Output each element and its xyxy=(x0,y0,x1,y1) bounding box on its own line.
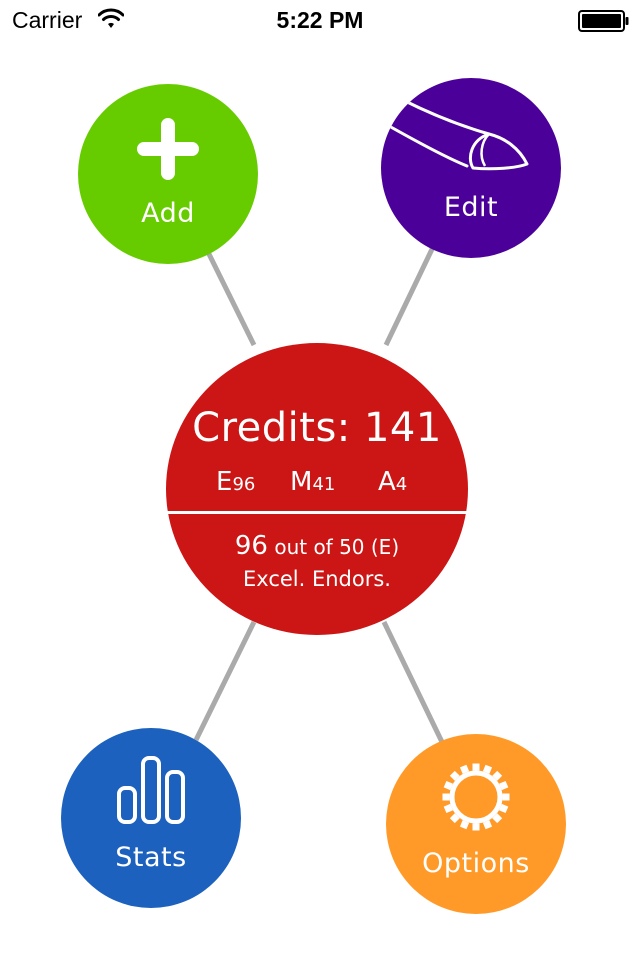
connector-add xyxy=(204,248,257,347)
credits-summary[interactable]: Credits: 141 E96 M41 A4 96 out of 50 (E)… xyxy=(166,343,468,635)
stats-button[interactable]: Stats xyxy=(61,728,241,908)
edit-label: Edit xyxy=(443,192,499,223)
status-bar: Carrier 5:22 PM xyxy=(0,0,640,40)
credits-total: Credits: 141 xyxy=(192,405,442,451)
options-button[interactable]: Options xyxy=(386,734,566,914)
bar-chart-icon xyxy=(61,754,241,830)
finger-pointer-icon xyxy=(387,98,529,171)
merit-count: M41 xyxy=(290,467,336,497)
gear-icon xyxy=(386,760,566,838)
endorsement-type: Excel. Endors. xyxy=(243,567,391,591)
battery-icon xyxy=(578,10,630,37)
add-label: Add xyxy=(141,198,195,229)
connector-stats xyxy=(193,620,257,742)
plus-icon xyxy=(78,116,258,186)
excellence-count: E96 xyxy=(216,467,256,497)
edit-button[interactable]: Edit xyxy=(381,78,561,258)
carrier-label: Carrier xyxy=(12,7,83,33)
wifi-icon xyxy=(97,8,125,35)
connector-options xyxy=(381,620,445,744)
stats-label: Stats xyxy=(115,842,187,873)
clock: 5:22 PM xyxy=(276,7,364,33)
credits-divider xyxy=(166,511,468,514)
achieved-count: A4 xyxy=(378,467,408,497)
connector-edit xyxy=(383,243,437,347)
add-button[interactable]: Add xyxy=(78,84,258,264)
options-label: Options xyxy=(422,848,530,879)
endorsement-progress: 96 out of 50 (E) xyxy=(234,531,400,561)
